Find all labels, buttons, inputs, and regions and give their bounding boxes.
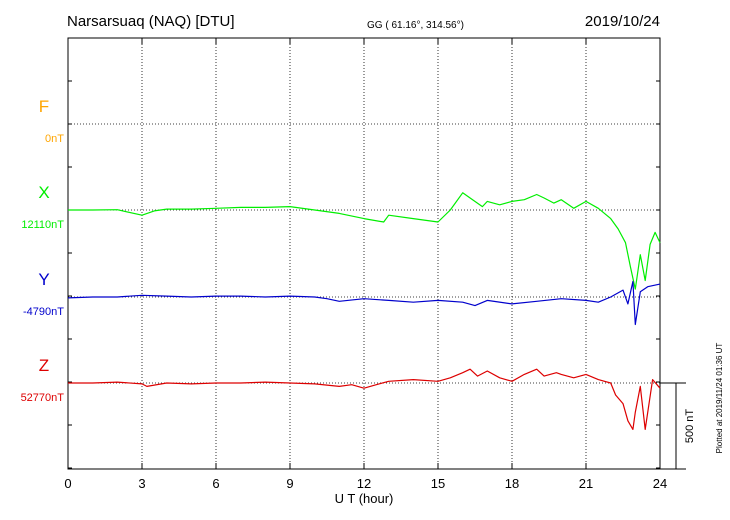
x-tick-label-21: 21: [579, 476, 593, 491]
x-tick-label-6: 6: [212, 476, 219, 491]
series-line-Y: [67, 280, 661, 326]
series-name-F: F: [39, 97, 49, 116]
station-title: Narsarsuaq (NAQ) [DTU]: [67, 13, 235, 30]
x-axis-ticks: 0 3 6 9 12 15 18 21 24: [64, 38, 667, 491]
series-baseline-Z: 52770nT: [21, 392, 65, 404]
scale-bar: 500 nT: [660, 382, 696, 470]
x-tick-label-12: 12: [357, 476, 371, 491]
scale-bar-label: 500 nT: [684, 409, 696, 444]
x-tick-label-0: 0: [64, 476, 71, 491]
plotted-at-note: Plotted at 2019/11/24 01:36 UT: [715, 343, 724, 454]
x-tick-label-18: 18: [505, 476, 519, 491]
series-line-Z: [68, 368, 661, 430]
series-baseline-X: 12110nT: [21, 219, 64, 231]
series-baseline-F: 0nT: [45, 133, 64, 145]
x-tick-label-15: 15: [431, 476, 445, 491]
x-tick-label-3: 3: [138, 476, 145, 491]
x-tick-label-9: 9: [286, 476, 293, 491]
date-label: 2019/10/24: [585, 13, 660, 30]
series-line-X: [68, 192, 661, 290]
series-labels: F 0nT X 12110nT Y -4790nT Z 52770nT: [21, 97, 65, 404]
x-tick-label-24: 24: [653, 476, 667, 491]
series-name-Z: Z: [39, 356, 49, 375]
series-name-X: X: [38, 183, 49, 202]
x-axis-label: U T (hour): [335, 491, 394, 506]
series-layer: [67, 192, 661, 430]
series-baseline-Y: -4790nT: [23, 306, 64, 318]
coordinates-label: GG ( 61.16°, 314.56°): [367, 20, 464, 31]
series-name-Y: Y: [38, 270, 49, 289]
